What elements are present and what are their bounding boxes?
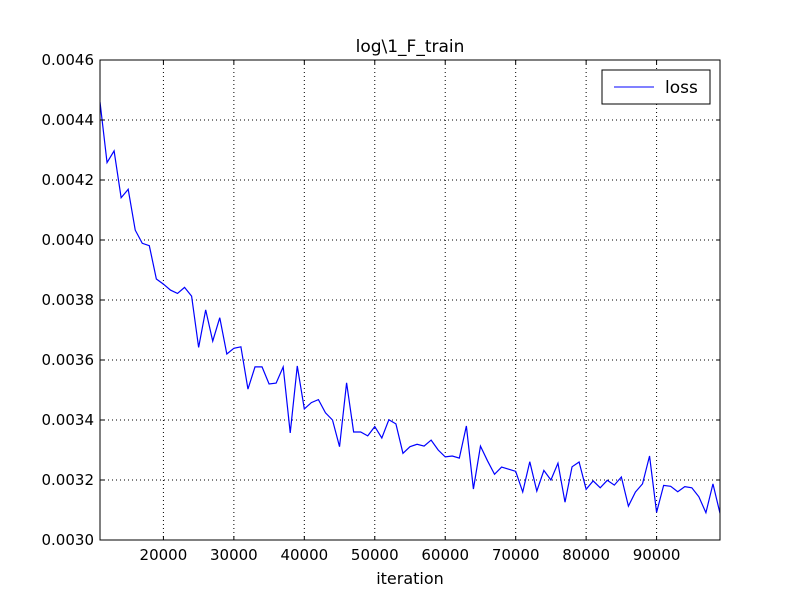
chart-title: log\1_F_train <box>356 37 465 57</box>
grid <box>100 59 720 541</box>
x-tick-label: 40000 <box>280 546 328 564</box>
y-tick-label: 0.0046 <box>42 51 95 69</box>
y-tick-label: 0.0032 <box>42 471 95 489</box>
y-tick-label: 0.0042 <box>42 171 95 189</box>
x-tick-label: 80000 <box>562 546 610 564</box>
y-tick-label: 0.0038 <box>42 291 95 309</box>
series-layer <box>100 101 720 515</box>
x-tick-label: 50000 <box>351 546 399 564</box>
series-line-loss <box>100 101 720 515</box>
legend-label-loss: loss <box>665 78 698 98</box>
x-tick-label: 90000 <box>633 546 681 564</box>
ticks: 20000 30000 40000 50000 60000 70000 80000 90000… <box>42 51 720 564</box>
y-tick-label: 0.0040 <box>42 231 95 249</box>
x-tick-label: 60000 <box>421 546 469 564</box>
legend: loss <box>601 69 711 105</box>
y-tick-label: 0.0036 <box>42 351 95 369</box>
y-tick-label: 0.0030 <box>42 531 95 549</box>
y-tick-label: 0.0034 <box>42 411 95 429</box>
x-tick-label: 30000 <box>210 546 258 564</box>
y-tick-label: 0.0044 <box>42 111 95 129</box>
x-tick-label: 20000 <box>140 546 188 564</box>
x-axis-label: iteration <box>376 569 444 588</box>
x-tick-label: 70000 <box>492 546 540 564</box>
